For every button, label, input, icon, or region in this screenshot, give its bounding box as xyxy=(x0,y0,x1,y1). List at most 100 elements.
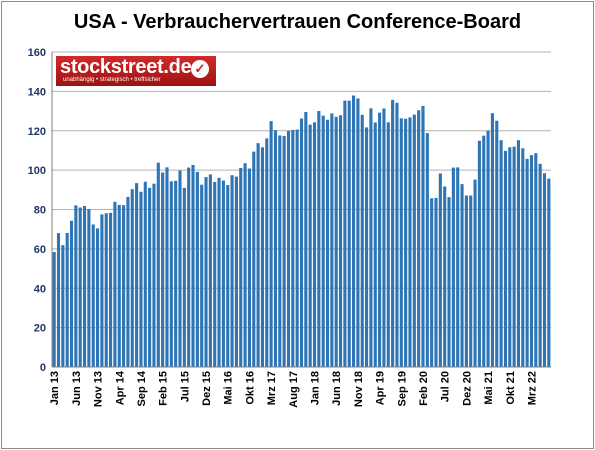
bar xyxy=(169,181,173,367)
bar xyxy=(516,140,521,367)
bar xyxy=(343,100,347,367)
bar xyxy=(200,184,204,367)
bar xyxy=(334,116,338,368)
bar xyxy=(317,111,321,367)
bar xyxy=(191,165,195,367)
bar xyxy=(503,150,507,367)
bar xyxy=(447,197,451,367)
bar xyxy=(421,105,425,367)
bar xyxy=(404,118,408,368)
x-tick-label: Feb 15 xyxy=(158,371,170,406)
x-tick-label: Aug 17 xyxy=(288,371,300,408)
bar xyxy=(391,99,395,367)
x-tick-label: Jun 18 xyxy=(331,371,343,406)
bar xyxy=(126,196,130,367)
x-tick-label: Jan 13 xyxy=(49,371,61,405)
bar xyxy=(490,113,494,367)
x-tick-label: Dez 20 xyxy=(461,371,473,406)
bar xyxy=(234,176,238,367)
bar xyxy=(117,204,121,367)
bar xyxy=(104,213,108,367)
bar xyxy=(213,181,217,367)
bar xyxy=(109,212,113,367)
bar xyxy=(278,135,282,367)
bar xyxy=(464,195,468,367)
x-tick-label: Mai 21 xyxy=(483,371,495,405)
x-tick-label: Mrz 22 xyxy=(526,371,538,405)
bar xyxy=(74,205,78,367)
bar xyxy=(182,187,186,367)
bar xyxy=(456,167,460,367)
bar xyxy=(378,112,382,367)
x-tick-label: Sep 14 xyxy=(136,370,148,406)
bar xyxy=(482,135,486,367)
bar xyxy=(195,171,199,367)
bar xyxy=(347,100,351,367)
bar xyxy=(135,183,139,367)
bar xyxy=(425,133,429,367)
bar xyxy=(52,252,56,367)
bar xyxy=(243,163,247,367)
bar xyxy=(165,167,169,367)
bar xyxy=(408,117,412,367)
logo-name: stockstreet.de xyxy=(60,56,192,78)
bars xyxy=(52,95,551,368)
bar xyxy=(525,158,529,367)
bar xyxy=(386,122,390,367)
bar xyxy=(542,173,547,367)
bar xyxy=(534,153,538,367)
bar xyxy=(143,181,147,367)
bar xyxy=(291,129,295,367)
bar xyxy=(87,209,91,367)
stockstreet-logo: stockstreet.de unabhängig • strategisch … xyxy=(56,56,216,86)
bar xyxy=(96,228,100,367)
y-tick-label: 20 xyxy=(34,323,46,335)
bar xyxy=(91,224,95,367)
bar xyxy=(434,197,438,367)
bar xyxy=(325,119,330,367)
bar xyxy=(451,167,455,367)
bar xyxy=(499,140,503,367)
bar xyxy=(360,114,364,367)
bar xyxy=(547,178,551,367)
bar xyxy=(512,146,516,367)
y-tick-label: 120 xyxy=(28,126,46,138)
bar xyxy=(286,130,291,367)
x-tick-label: Okt 16 xyxy=(244,371,256,405)
bar xyxy=(273,130,278,367)
bar xyxy=(373,122,377,367)
bar xyxy=(256,143,260,367)
x-tick-label: Apr 19 xyxy=(375,371,387,405)
bar xyxy=(178,170,182,367)
bar xyxy=(230,175,234,367)
x-tick-label: Nov 13 xyxy=(93,371,105,407)
bar xyxy=(265,138,269,367)
bar xyxy=(443,186,447,367)
bar xyxy=(495,120,499,368)
bar xyxy=(338,115,343,367)
x-tick-label: Nov 18 xyxy=(353,371,365,407)
bar xyxy=(130,189,134,367)
x-tick-label: Jun 13 xyxy=(71,371,83,406)
checkmark-icon: ✓ xyxy=(191,60,209,78)
bar xyxy=(208,174,212,367)
bar xyxy=(438,173,442,367)
bar xyxy=(521,148,525,367)
y-tick-label: 140 xyxy=(28,86,46,98)
x-tick-label: Jul 15 xyxy=(179,371,191,402)
x-tick-label: Mai 16 xyxy=(223,371,235,405)
bar xyxy=(369,108,373,367)
bar xyxy=(65,232,69,367)
bar xyxy=(113,201,117,367)
x-axis-ticks: Jan 13 Jun 13 Nov 13 Apr 14 Sep 14 Feb 15 Jul … xyxy=(49,370,538,408)
bar xyxy=(538,163,542,367)
x-tick-label: Okt 21 xyxy=(505,371,517,405)
bar xyxy=(365,127,369,368)
bar xyxy=(139,191,143,367)
bar xyxy=(529,155,534,367)
bar xyxy=(148,187,152,367)
x-tick-label: Jan 18 xyxy=(310,371,322,405)
bar xyxy=(473,179,477,367)
bar xyxy=(412,114,416,367)
